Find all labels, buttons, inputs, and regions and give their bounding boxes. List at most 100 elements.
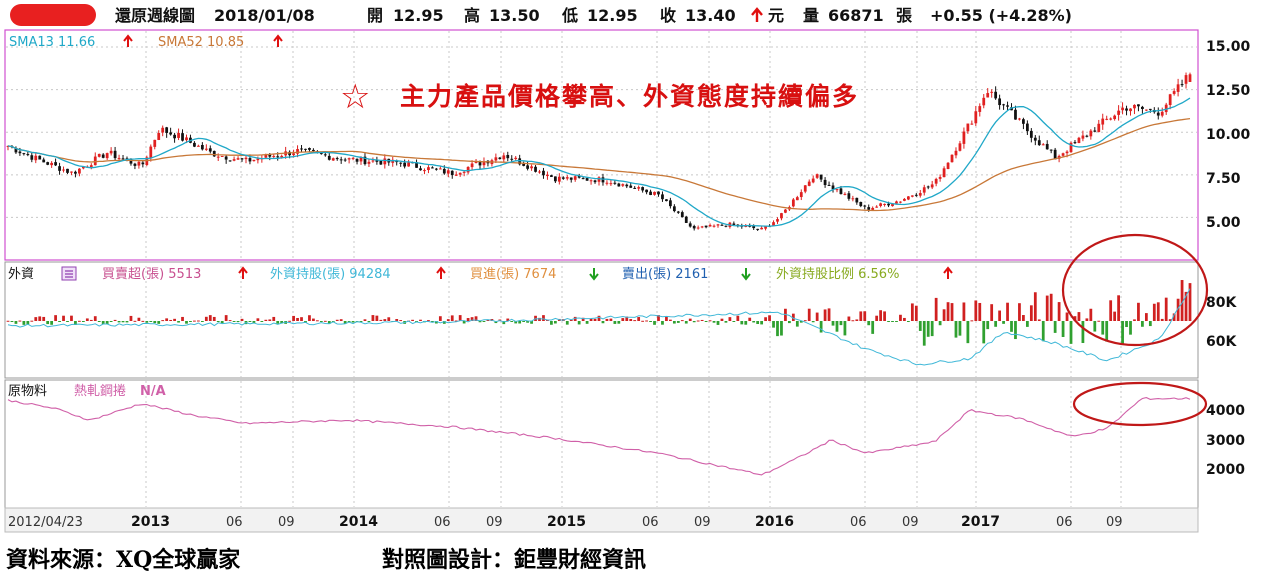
price-panel-frame: [4, 29, 1199, 261]
foreign-net-bar: [895, 321, 898, 322]
foreign-net-bar: [990, 304, 994, 321]
foreign-net-bar: [502, 321, 506, 325]
foreign-holding-line: [7, 288, 1191, 366]
candle-body: [1022, 119, 1025, 124]
foreign-net-bar: [323, 320, 327, 322]
candle-body: [165, 127, 169, 133]
foreign-net-bar: [224, 315, 228, 321]
foreign-settings-icon[interactable]: [61, 266, 77, 281]
foreign-net-bar: [1152, 303, 1156, 321]
foreign-net-bar: [1089, 308, 1093, 321]
foreign-net-bar: [30, 320, 34, 322]
foreign-net-bar: [906, 321, 910, 322]
foreign-net-bar: [248, 321, 252, 322]
foreign-net-bar: [197, 320, 200, 322]
foreign-net-bar: [649, 321, 652, 322]
foreign-net-bar: [339, 319, 343, 321]
candle-body: [355, 158, 359, 162]
foreign-net-bar: [54, 315, 57, 321]
candle-body: [855, 197, 859, 203]
foreign-net-bar: [117, 321, 121, 323]
candle-body: [831, 185, 835, 190]
foreign-net-bar: [379, 319, 383, 321]
foreign-net-bar: [728, 317, 732, 321]
candle-body: [954, 150, 958, 156]
foreign-net-bar: [446, 319, 450, 321]
foreign-net-bar: [823, 309, 827, 321]
candle-body: [736, 224, 740, 226]
candle-body: [375, 159, 379, 162]
foreign-net-bar: [1029, 305, 1033, 321]
foreign-net-bar: [724, 321, 728, 323]
foreign-net-bar: [208, 315, 212, 321]
foreign-net-bar: [506, 318, 510, 321]
foreign-net-bar: [950, 303, 954, 321]
foreign-net-bar: [383, 319, 387, 321]
foreign-net-bar: [93, 316, 97, 321]
candle-body: [946, 162, 950, 169]
candle-body: [34, 155, 38, 161]
price-tick: 7.50: [1206, 171, 1241, 187]
candle-body: [1065, 151, 1069, 154]
candle-body: [276, 156, 280, 158]
candle-body: [577, 175, 581, 178]
candle-body: [351, 158, 355, 160]
foreign-net-bar: [1010, 321, 1013, 332]
foreign-net-bar: [962, 302, 966, 321]
candle-body: [1133, 104, 1136, 109]
candle-body: [1073, 142, 1077, 144]
candle-body: [1029, 130, 1033, 138]
candle-body: [228, 160, 232, 162]
candle-body: [268, 154, 272, 157]
price-axis: 15.00 12.50 10.00 7.50 5.00: [1206, 39, 1251, 231]
candle-body: [113, 150, 117, 159]
candle-body: [141, 162, 145, 165]
foreign-net-bar: [891, 321, 894, 322]
foreign-net-bar: [411, 319, 414, 321]
candle-body: [216, 156, 220, 158]
foreign-net-bar: [934, 297, 938, 321]
foreign-net-bar: [288, 320, 292, 322]
candle-body: [887, 203, 890, 206]
foreign-net-bar: [276, 321, 280, 324]
foreign-net-bar: [1109, 300, 1113, 321]
foreign-net-bar: [272, 316, 276, 321]
foreign-net-bar: [6, 320, 10, 322]
candle-body: [347, 158, 351, 160]
candle-body: [538, 171, 541, 173]
candle-body: [105, 153, 109, 159]
foreign-net-bar: [1121, 321, 1124, 345]
candle-body: [518, 158, 522, 165]
foreign-net-bar: [859, 311, 863, 321]
candle-body: [470, 163, 474, 168]
candle-body: [236, 158, 240, 160]
foreign-net-bar: [986, 321, 990, 330]
candle-body: [585, 178, 589, 181]
foreign-net-legend: 買賣超(張) 5513: [102, 267, 201, 282]
candle-body: [605, 182, 609, 184]
candle-body: [696, 227, 700, 229]
candle-body: [847, 193, 851, 199]
candle-body: [752, 225, 756, 229]
candle-body: [173, 134, 176, 139]
candle-body: [776, 219, 779, 222]
candle-body: [843, 193, 847, 195]
volume-unit: 張: [896, 6, 913, 25]
candle-body: [883, 203, 886, 205]
x-tick: 06: [434, 515, 451, 530]
foreign-net-bar: [573, 316, 577, 321]
foreign-net-bar: [486, 319, 490, 321]
foreign-net-bar: [1101, 321, 1105, 335]
price-tick: 15.00: [1206, 39, 1251, 55]
candle-body: [280, 155, 284, 158]
candle-body: [1105, 118, 1109, 120]
candle-body: [50, 162, 54, 166]
candle-body: [93, 156, 97, 166]
candle-body: [454, 174, 458, 176]
candle-body: [859, 201, 863, 207]
foreign-net-bar: [1188, 283, 1192, 321]
foreign-net-bar: [387, 317, 391, 321]
candle-body: [617, 183, 621, 187]
foreign-net-bar: [903, 317, 906, 321]
foreign-net-bar: [42, 316, 46, 321]
